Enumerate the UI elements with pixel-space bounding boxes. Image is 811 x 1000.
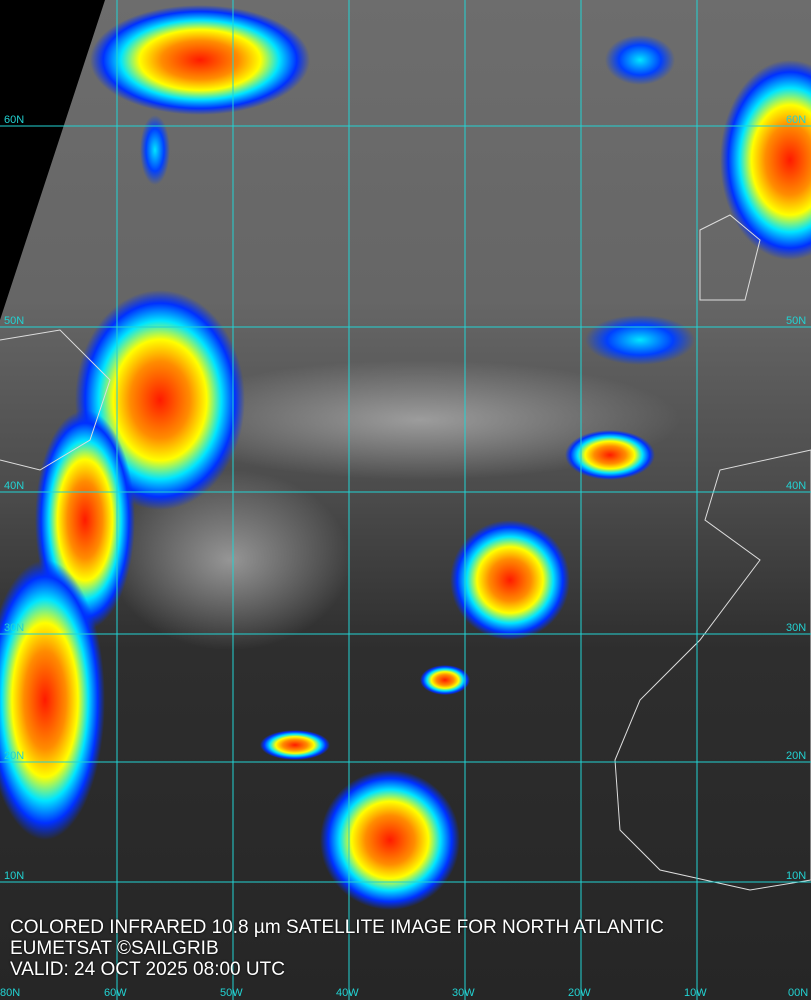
longitude-label: 40W xyxy=(336,987,359,999)
longitude-label: 00N xyxy=(788,987,808,999)
longitude-label: 30W xyxy=(452,987,475,999)
latitude-label: 50N xyxy=(4,315,24,327)
longitude-label: 20W xyxy=(568,987,591,999)
latitude-label: 40N xyxy=(4,480,24,492)
corner-label: 80N xyxy=(0,987,20,999)
longitude-label: 60W xyxy=(104,987,127,999)
longitude-label: 10W xyxy=(684,987,707,999)
latitude-label: 30N xyxy=(4,622,24,634)
cold-cloud xyxy=(585,315,695,365)
north-america-coastline xyxy=(0,329,111,471)
valid-time: VALID: 24 OCT 2025 08:00 UTC xyxy=(10,959,285,980)
latitude-label: 40N xyxy=(786,480,806,492)
longitude-label: 50W xyxy=(220,987,243,999)
latitude-label: 20N xyxy=(4,750,24,762)
africa-coastline xyxy=(614,449,811,891)
storm-cell xyxy=(720,60,811,260)
latitude-label: 60N xyxy=(4,114,24,126)
latitude-label: 10N xyxy=(4,870,24,882)
latitude-label: 60N xyxy=(786,114,806,126)
storm-cell xyxy=(420,665,470,695)
storm-cell xyxy=(0,560,105,840)
cloud-band xyxy=(160,360,680,480)
storm-cell xyxy=(565,430,655,480)
latitude-label: 10N xyxy=(786,870,806,882)
image-title: COLORED INFRARED 10.8 µm SATELLITE IMAGE… xyxy=(10,917,664,938)
storm-cell xyxy=(260,730,330,760)
latitude-label: 50N xyxy=(786,315,806,327)
cloud-band xyxy=(110,470,350,650)
cold-cloud xyxy=(605,35,675,85)
latitude-label: 20N xyxy=(786,750,806,762)
storm-cell xyxy=(90,5,310,115)
storm-cell xyxy=(450,520,570,640)
latitude-label: 30N xyxy=(786,622,806,634)
storm-cell xyxy=(320,770,460,910)
image-credit: EUMETSAT ©SAILGRIB xyxy=(10,938,219,959)
no-data-area xyxy=(0,0,105,320)
cold-cloud xyxy=(140,115,170,185)
british-isles-coastline xyxy=(699,214,761,301)
